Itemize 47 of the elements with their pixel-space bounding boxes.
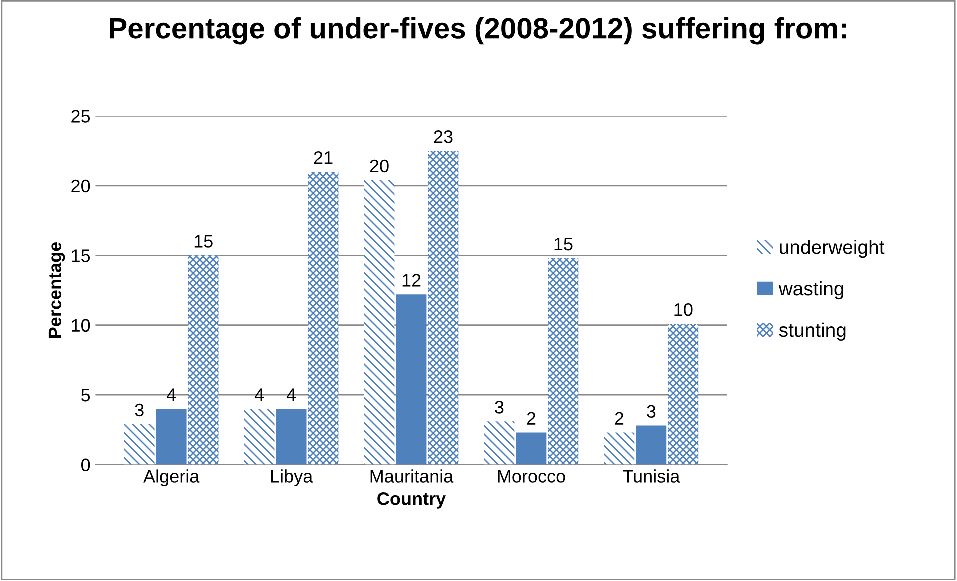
data-label: 4 bbox=[286, 388, 296, 402]
data-label: 12 bbox=[402, 274, 421, 287]
data-label: 15 bbox=[194, 235, 213, 248]
y-tick-label: 20 bbox=[72, 180, 90, 193]
bar bbox=[188, 256, 219, 465]
data-label: 4 bbox=[254, 388, 264, 402]
bar bbox=[548, 258, 579, 465]
bar bbox=[308, 172, 339, 465]
legend-label: wasting bbox=[778, 281, 844, 300]
legend-label: underweight bbox=[780, 240, 885, 258]
bar bbox=[604, 432, 635, 465]
y-tick-label: 5 bbox=[82, 389, 90, 402]
y-tick-label: 15 bbox=[72, 250, 90, 262]
bar bbox=[124, 424, 155, 465]
x-tick-label: Algeria bbox=[144, 470, 200, 486]
x-tick-label: Mauritania bbox=[370, 470, 454, 483]
bar bbox=[428, 151, 459, 465]
data-label: 15 bbox=[554, 238, 573, 251]
bar bbox=[364, 180, 395, 465]
data-label: 4 bbox=[166, 388, 176, 402]
data-label: 3 bbox=[135, 404, 144, 417]
x-tick-label: Tunisia bbox=[623, 470, 680, 483]
bar bbox=[276, 409, 307, 465]
bar bbox=[668, 324, 699, 465]
data-label: 3 bbox=[495, 401, 504, 414]
x-axis-title: Country bbox=[378, 492, 446, 509]
bar bbox=[244, 409, 275, 465]
y-tick-label: 25 bbox=[72, 110, 90, 123]
data-label: 2 bbox=[615, 412, 624, 425]
bar bbox=[516, 432, 547, 465]
x-tick-label: Libya bbox=[271, 470, 314, 486]
data-label: 10 bbox=[674, 303, 693, 316]
data-label: 2 bbox=[527, 412, 536, 425]
data-label: 20 bbox=[370, 160, 389, 173]
bar bbox=[156, 409, 187, 465]
data-label: 21 bbox=[314, 151, 333, 164]
bar bbox=[636, 426, 667, 465]
data-label: 3 bbox=[647, 405, 656, 418]
chart-title: Percentage of under-fives (2008-2012) suffering from: bbox=[110, 17, 846, 45]
x-tick-label: Morocco bbox=[498, 470, 566, 483]
y-tick-label: 0 bbox=[82, 458, 90, 472]
y-tick-label: 10 bbox=[72, 319, 90, 332]
legend-label: stunting bbox=[779, 322, 846, 342]
bar bbox=[396, 294, 427, 465]
bar bbox=[484, 422, 515, 465]
y-axis-title: Percentage bbox=[48, 242, 66, 338]
data-label: 23 bbox=[434, 130, 453, 144]
